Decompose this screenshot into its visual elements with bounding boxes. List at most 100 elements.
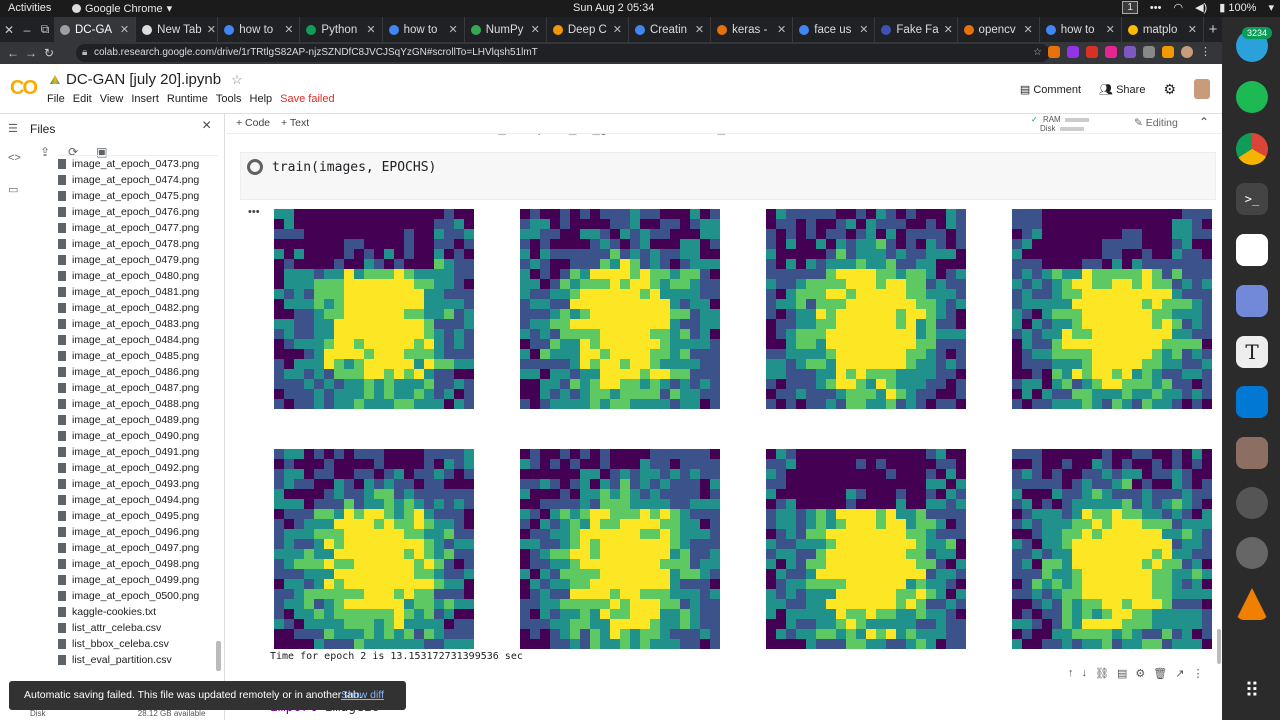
upload-icon[interactable]: ⇪ [40, 145, 51, 159]
output-menu-icon[interactable]: ••• [248, 206, 260, 218]
profile-avatar[interactable] [1181, 46, 1193, 58]
file-item[interactable]: image_at_epoch_0476.png [58, 204, 218, 220]
code-cell[interactable]: train(images, EPOCHS) [240, 152, 1216, 200]
user-avatar[interactable] [1194, 79, 1210, 99]
extension-icon[interactable] [1048, 46, 1060, 58]
file-item[interactable]: image_at_epoch_0484.png [58, 332, 218, 348]
file-item[interactable]: list_eval_partition.csv [58, 652, 218, 668]
menu-help[interactable]: Help [249, 93, 273, 105]
tab-close-icon[interactable]: ✕ [206, 24, 216, 36]
open-tab-icon[interactable]: ↗ [1175, 668, 1185, 680]
browser-tab[interactable]: opencv ✕ [958, 17, 1040, 42]
forward-icon[interactable]: → [25, 46, 37, 60]
power-menu-icon[interactable]: ▾ [1268, 2, 1274, 14]
extension-icon[interactable] [1143, 46, 1155, 58]
file-item[interactable]: kaggle-cookies.txt [58, 604, 218, 620]
tab-close-icon[interactable]: ✕ [612, 24, 622, 36]
main-scrollbar[interactable] [1217, 629, 1221, 664]
browser-tab[interactable]: Python ✕ [300, 17, 383, 42]
mount-drive-icon[interactable]: ▣ [96, 145, 108, 159]
tab-close-icon[interactable]: ✕ [694, 24, 705, 36]
file-item[interactable]: image_at_epoch_0481.png [58, 284, 218, 300]
file-item[interactable]: image_at_epoch_0494.png [58, 492, 218, 508]
file-item[interactable]: image_at_epoch_0489.png [58, 412, 218, 428]
file-item[interactable]: image_at_epoch_0479.png [58, 252, 218, 268]
back-icon[interactable]: ← [7, 46, 19, 60]
file-item[interactable]: image_at_epoch_0483.png [58, 316, 218, 332]
move-down-icon[interactable]: ↓ [1081, 667, 1088, 679]
file-item[interactable]: image_at_epoch_0497.png [58, 540, 218, 556]
minimize-icon[interactable]: – [23, 22, 31, 37]
file-item[interactable]: image_at_epoch_0499.png [58, 572, 218, 588]
tab-close-icon[interactable]: ✕ [1187, 24, 1197, 36]
typora-icon[interactable]: T [1236, 336, 1268, 368]
file-item[interactable]: list_bbox_celeba.csv [58, 636, 218, 652]
file-item[interactable]: image_at_epoch_0474.png [58, 172, 218, 188]
tab-close-icon[interactable]: ✕ [859, 24, 869, 36]
code-snippets-icon[interactable]: <> [8, 152, 21, 164]
extension-icon[interactable] [1086, 46, 1098, 58]
tab-close-icon[interactable]: ✕ [366, 24, 376, 36]
file-item[interactable]: image_at_epoch_0485.png [58, 348, 218, 364]
file-item[interactable]: image_at_epoch_0495.png [58, 508, 218, 524]
cell-more-icon[interactable]: ⋮ [1192, 668, 1204, 680]
software-updater-icon[interactable] [1236, 537, 1268, 569]
close-window-icon[interactable]: ✕ [3, 22, 15, 37]
bookmark-star-icon[interactable]: ☆ [1033, 47, 1042, 58]
app-menu[interactable]: Google Chrome ▾ [72, 2, 172, 15]
tab-close-icon[interactable]: ✕ [530, 24, 540, 36]
close-sidebar-icon[interactable]: × [202, 117, 212, 134]
refresh-folder-icon[interactable]: ⟳ [68, 145, 79, 159]
tab-close-icon[interactable]: ✕ [1105, 24, 1115, 36]
more-icon[interactable]: ••• [1149, 1, 1162, 14]
comment-cell-icon[interactable]: ▤ [1116, 668, 1128, 680]
vscode-icon[interactable] [1236, 386, 1268, 418]
menu-tools[interactable]: Tools [215, 93, 242, 105]
show-diff-link[interactable]: Show diff [341, 689, 384, 701]
folder-icon[interactable]: ▭ [8, 184, 19, 196]
star-icon[interactable]: ☆ [231, 71, 243, 87]
tab-close-icon[interactable]: ✕ [943, 24, 953, 36]
code-text[interactable]: train(images, EPOCHS) [272, 160, 437, 175]
chevron-up-icon[interactable]: ⌃ [1199, 115, 1210, 129]
add-text-button[interactable]: + Text [281, 117, 310, 129]
browser-tab[interactable]: face us ✕ [793, 17, 876, 42]
browser-tab[interactable]: Creatin ✕ [629, 17, 712, 42]
battery-indicator[interactable]: ▮ 100% [1219, 1, 1256, 14]
file-item[interactable]: image_at_epoch_0477.png [58, 220, 218, 236]
browser-tab[interactable]: how to ✕ [1040, 17, 1122, 42]
file-item[interactable]: image_at_epoch_0498.png [58, 556, 218, 572]
colab-logo[interactable]: CO [10, 77, 38, 99]
menu-file[interactable]: File [47, 93, 65, 105]
move-up-icon[interactable]: ↑ [1068, 667, 1074, 679]
browser-tab[interactable]: Deep C ✕ [547, 17, 629, 42]
chrome-dock-icon[interactable] [1236, 133, 1268, 165]
vlc-icon[interactable] [1236, 588, 1268, 620]
add-code-button[interactable]: + Code [236, 117, 271, 129]
link-icon[interactable]: ⛓ [1095, 668, 1109, 680]
browser-tab[interactable]: New Tab ✕ [136, 17, 219, 42]
menu-edit[interactable]: Edit [72, 93, 92, 105]
browser-tab[interactable]: Fake Fa ✕ [875, 17, 958, 42]
browser-tab[interactable]: DC-GA ✕ [54, 17, 137, 42]
workspace-indicator[interactable]: 1 [1122, 1, 1138, 14]
spotify-icon[interactable] [1236, 81, 1268, 113]
tab-close-icon[interactable]: ✕ [448, 24, 458, 36]
editing-mode[interactable]: ✎ Editing [1134, 117, 1178, 129]
restore-icon[interactable]: ⧉ [40, 22, 50, 36]
delete-icon[interactable]: 🗑︎ [1153, 668, 1168, 680]
activities-button[interactable]: Activities [8, 2, 52, 14]
tab-close-icon[interactable]: ✕ [284, 24, 294, 36]
run-cell-icon[interactable] [247, 159, 263, 175]
file-item[interactable]: image_at_epoch_0490.png [58, 428, 218, 444]
file-item[interactable]: image_at_epoch_0473.png [58, 156, 218, 172]
file-item[interactable]: image_at_epoch_0492.png [58, 460, 218, 476]
show-apps-icon[interactable]: ⠿ [1244, 680, 1260, 702]
cell-settings-icon[interactable]: ⚙ [1135, 668, 1146, 680]
files-icon[interactable] [1236, 437, 1268, 469]
volume-icon[interactable]: ◀) [1195, 2, 1208, 14]
new-tab-button[interactable]: + [1208, 21, 1218, 38]
file-item[interactable]: image_at_epoch_0487.png [58, 380, 218, 396]
url-input[interactable]: 🔒︎ colab.research.google.com/drive/1rTRt… [76, 44, 1050, 62]
file-item[interactable]: list_attr_celeba.csv [58, 620, 218, 636]
